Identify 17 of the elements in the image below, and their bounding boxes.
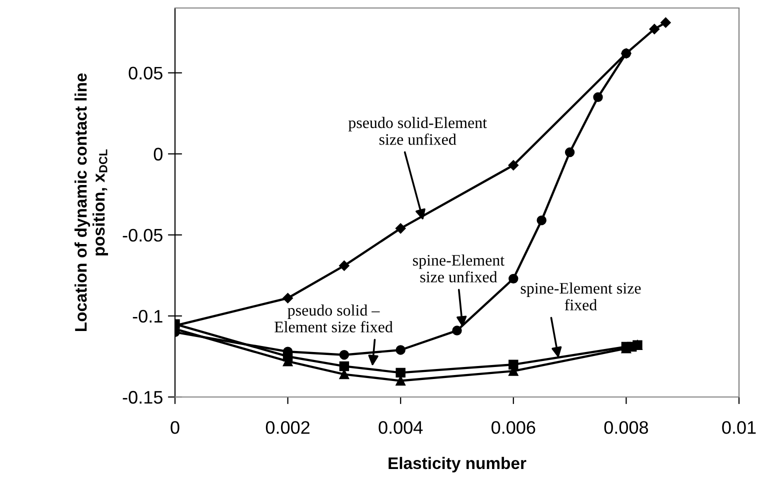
y-tick-label: 0 bbox=[154, 148, 162, 161]
annotation: spine-Element size unfixed bbox=[413, 254, 505, 282]
annotation: pseudo solid-Element size unfixed bbox=[348, 116, 487, 145]
y-tick-label: -0.1 bbox=[132, 310, 162, 323]
y-tick-label: 0.05 bbox=[128, 66, 162, 80]
x-tick-label: 0 bbox=[170, 421, 180, 434]
x-tick-label: 0.004 bbox=[378, 421, 423, 434]
y-tick-label: -0.15 bbox=[122, 390, 162, 404]
annotation: spine-Element size fixed bbox=[520, 282, 641, 310]
x-axis-title: Elasticity number bbox=[388, 456, 526, 472]
annotation: pseudo solid – Element size fixed bbox=[274, 304, 393, 332]
y-tick-label: -0.05 bbox=[122, 228, 162, 242]
x-tick-label: 0.01 bbox=[722, 421, 756, 434]
x-tick-label: 0.008 bbox=[604, 421, 648, 434]
x-tick-label: 0.002 bbox=[266, 421, 310, 434]
x-tick-label: 0.006 bbox=[492, 421, 536, 434]
y-axis-title: Location of dynamic contact line position, x$_{DCL}$ bbox=[74, 73, 108, 332]
